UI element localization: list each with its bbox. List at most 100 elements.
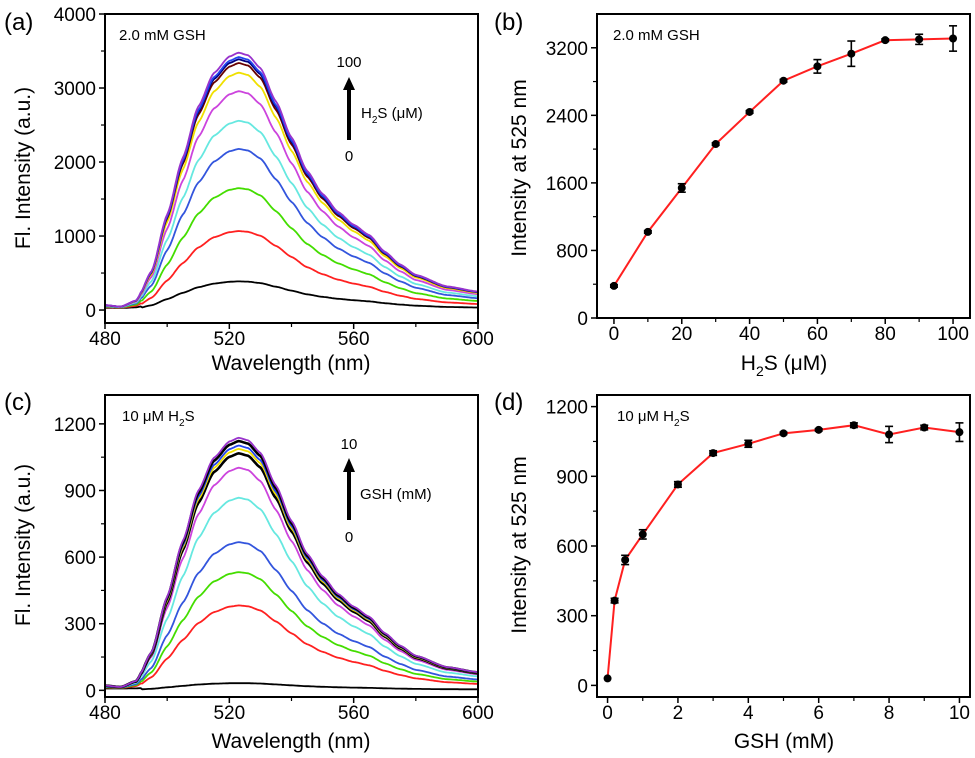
x-tick-label: 560 xyxy=(338,703,370,724)
x-tick-label: 480 xyxy=(89,329,121,350)
spectrum-line-7 xyxy=(105,447,478,689)
plot-frame xyxy=(596,394,971,698)
y-tick-label: 900 xyxy=(64,481,96,502)
spectrum-line-5 xyxy=(105,90,478,308)
data-point xyxy=(638,530,647,539)
data-point xyxy=(920,423,929,432)
x-axis-title: GSH (mM) xyxy=(734,730,834,753)
x-tick-label: 2 xyxy=(673,703,684,724)
data-point xyxy=(847,49,856,58)
x-tick-label: 4 xyxy=(743,703,754,724)
x-tick-label: 480 xyxy=(89,703,121,724)
x-tick-label: 20 xyxy=(671,324,692,345)
fit-line xyxy=(613,37,954,287)
y-axis-title: Intensity at 525 nm xyxy=(508,456,531,633)
y-tick-label: 1000 xyxy=(54,227,96,248)
x-axis-title: Wavelength (nm) xyxy=(211,352,370,375)
panel-label: (d) xyxy=(494,389,523,416)
x-tick-label: 600 xyxy=(462,329,494,350)
arrow-variable-label: H2S (μM) xyxy=(361,105,423,126)
data-point xyxy=(603,674,612,683)
y-tick-label: 600 xyxy=(556,537,588,558)
condition-annotation: 10 μM H2S xyxy=(617,408,690,429)
x-tick-label: 0 xyxy=(602,703,613,724)
plot-area xyxy=(603,421,964,683)
spectrum-line-4 xyxy=(105,496,478,689)
data-point xyxy=(881,36,890,45)
data-point xyxy=(711,140,720,149)
data-point xyxy=(915,35,924,44)
y-tick-label: 0 xyxy=(577,309,588,330)
data-point xyxy=(813,62,822,71)
x-tick-label: 8 xyxy=(884,703,895,724)
y-tick-label: 600 xyxy=(64,548,96,569)
arrow-up-icon xyxy=(343,458,355,520)
spectrum-line-2 xyxy=(105,571,478,689)
data-point xyxy=(673,480,682,489)
spectrum-line-0 xyxy=(105,682,478,691)
spectrum-line-5 xyxy=(105,466,478,689)
x-tick-label: 600 xyxy=(462,703,494,724)
x-tick-label: 0 xyxy=(609,324,620,345)
data-point xyxy=(677,183,686,192)
panel-c: (c) Fl. Intensity (a.u.) Wavelength (nm)… xyxy=(4,389,494,753)
panel-b: (b) Intensity at 525 nm H2S (μM) 2.0 mM … xyxy=(494,9,971,379)
x-tick-label: 520 xyxy=(213,703,245,724)
y-tick-label: 300 xyxy=(64,615,96,636)
spectrum-line-2 xyxy=(105,187,478,309)
arrow-top-label: 10 xyxy=(341,436,358,453)
y-tick-label: 800 xyxy=(556,241,588,262)
spectrum-line-1 xyxy=(105,230,478,309)
plot-frame xyxy=(596,13,971,319)
data-point xyxy=(643,227,652,236)
spectrum-line-10 xyxy=(105,436,478,688)
x-tick-label: 40 xyxy=(739,324,760,345)
y-tick-label: 4000 xyxy=(54,5,96,26)
arrow-up-icon xyxy=(343,77,355,140)
data-point xyxy=(885,430,894,439)
spectrum-line-3 xyxy=(105,541,478,689)
y-tick-label: 1200 xyxy=(54,415,96,436)
condition-annotation: 2.0 mM GSH xyxy=(119,27,206,44)
plot-frame xyxy=(104,394,479,698)
fit-line xyxy=(606,424,960,679)
plot-area xyxy=(609,25,958,290)
y-tick-label: 3200 xyxy=(546,39,588,60)
data-point xyxy=(745,107,754,116)
data-point xyxy=(779,76,788,85)
spectrum-line-10 xyxy=(105,51,478,308)
data-point xyxy=(744,439,753,448)
y-tick-label: 3000 xyxy=(54,79,96,100)
x-axis-title: Wavelength (nm) xyxy=(211,730,370,753)
panel-label: (b) xyxy=(494,9,523,36)
spectrum-line-0 xyxy=(105,280,478,309)
y-tick-label: 900 xyxy=(556,467,588,488)
y-tick-label: 0 xyxy=(85,301,96,322)
y-tick-label: 1200 xyxy=(546,398,588,419)
plot-frame xyxy=(104,13,479,324)
y-tick-label: 2000 xyxy=(54,153,96,174)
y-tick-label: 300 xyxy=(556,607,588,628)
arrow-bottom-label: 0 xyxy=(345,529,353,546)
spectrum-line-4 xyxy=(105,119,478,309)
spectrum-line-9 xyxy=(105,439,478,689)
spectrum-line-1 xyxy=(105,604,478,690)
data-point xyxy=(949,34,958,43)
y-axis-title: Intensity at 525 nm xyxy=(508,79,531,256)
spectrum-line-7 xyxy=(105,62,478,308)
data-point xyxy=(621,555,630,564)
data-point xyxy=(779,429,788,438)
x-tick-label: 60 xyxy=(807,324,828,345)
x-tick-label: 560 xyxy=(338,329,370,350)
panel-label: (a) xyxy=(4,9,33,36)
arrow-top-label: 100 xyxy=(336,54,361,71)
spectrum-line-3 xyxy=(105,147,478,309)
y-tick-label: 1600 xyxy=(546,174,588,195)
x-tick-label: 520 xyxy=(213,329,245,350)
x-tick-label: 6 xyxy=(813,703,824,724)
data-point xyxy=(955,428,964,437)
data-point xyxy=(609,281,618,290)
panel-d: (d) Intensity at 525 nm GSH (mM) 10 μM H… xyxy=(494,389,971,753)
panel-a: (a) Fl. Intensity (a.u.) Wavelength (nm)… xyxy=(4,5,494,375)
